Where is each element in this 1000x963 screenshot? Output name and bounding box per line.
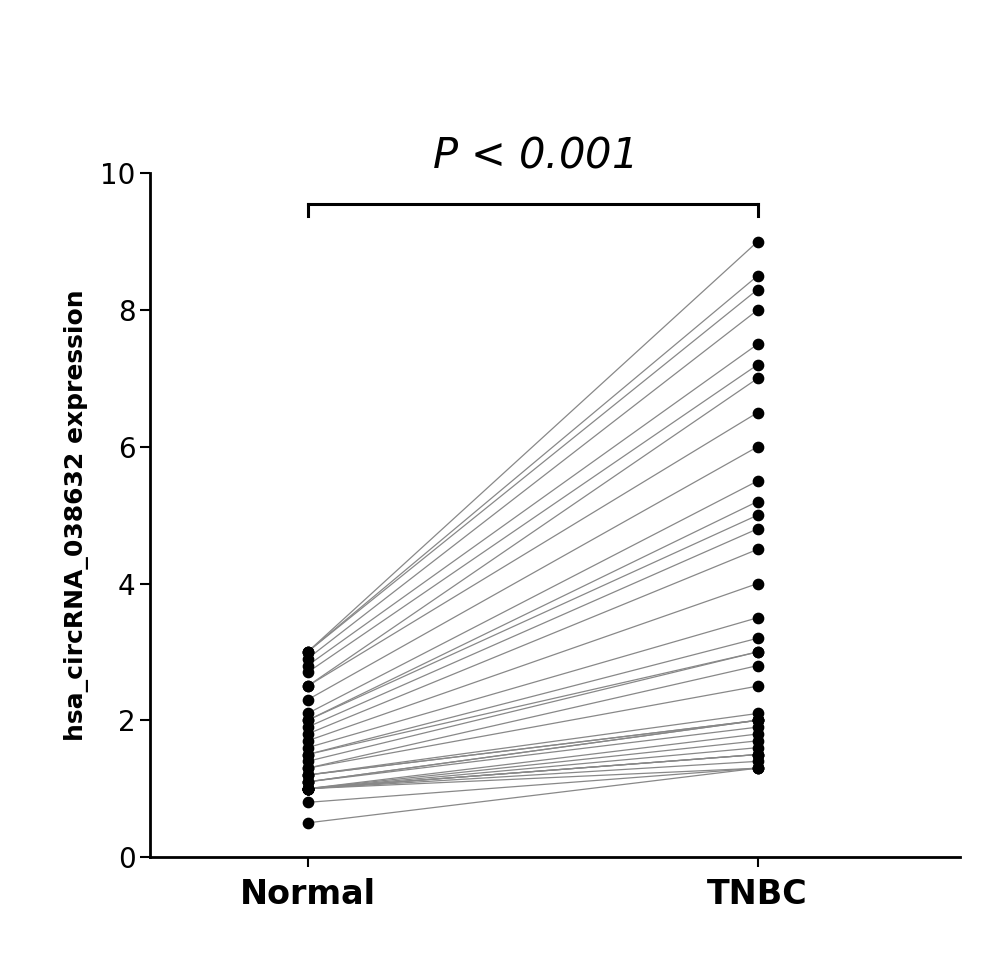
Point	[300, 754, 316, 769]
Point	[300, 644, 316, 660]
Point	[300, 781, 316, 796]
Y-axis label: hsa_circRNA_038632 expression: hsa_circRNA_038632 expression	[64, 290, 89, 741]
Point	[300, 774, 316, 790]
Point	[750, 631, 766, 646]
Point	[750, 740, 766, 755]
Point	[750, 761, 766, 776]
Point	[300, 768, 316, 783]
Point	[750, 713, 766, 728]
Text: $\mathit{P}$ < 0.001: $\mathit{P}$ < 0.001	[432, 135, 633, 177]
Point	[750, 726, 766, 742]
Point	[750, 733, 766, 748]
Point	[300, 815, 316, 830]
Point	[750, 541, 766, 557]
Point	[300, 726, 316, 742]
Point	[750, 508, 766, 523]
Point	[300, 678, 316, 693]
Point	[300, 713, 316, 728]
Point	[300, 658, 316, 673]
Point	[750, 234, 766, 249]
Point	[750, 747, 766, 763]
Point	[300, 644, 316, 660]
Point	[750, 336, 766, 351]
Point	[300, 719, 316, 735]
Point	[300, 706, 316, 721]
Point	[300, 768, 316, 783]
Point	[750, 747, 766, 763]
Point	[750, 713, 766, 728]
Point	[750, 713, 766, 728]
Point	[300, 794, 316, 810]
Point	[750, 521, 766, 536]
Point	[300, 713, 316, 728]
Point	[750, 713, 766, 728]
Point	[750, 644, 766, 660]
Point	[750, 658, 766, 673]
Point	[300, 761, 316, 776]
Point	[300, 747, 316, 763]
Point	[300, 768, 316, 783]
Point	[300, 774, 316, 790]
Point	[750, 706, 766, 721]
Point	[300, 740, 316, 755]
Point	[300, 733, 316, 748]
Point	[750, 371, 766, 386]
Point	[300, 781, 316, 796]
Point	[750, 754, 766, 769]
Point	[750, 761, 766, 776]
Point	[750, 404, 766, 420]
Point	[750, 357, 766, 373]
Point	[300, 781, 316, 796]
Point	[750, 761, 766, 776]
Point	[750, 302, 766, 318]
Point	[750, 282, 766, 298]
Point	[750, 439, 766, 455]
Point	[750, 268, 766, 283]
Point	[300, 781, 316, 796]
Point	[750, 611, 766, 626]
Point	[750, 576, 766, 591]
Point	[750, 747, 766, 763]
Point	[750, 678, 766, 693]
Point	[300, 781, 316, 796]
Point	[300, 761, 316, 776]
Point	[300, 781, 316, 796]
Point	[300, 644, 316, 660]
Point	[300, 747, 316, 763]
Point	[300, 664, 316, 680]
Point	[750, 644, 766, 660]
Point	[750, 494, 766, 509]
Point	[300, 692, 316, 708]
Point	[300, 774, 316, 790]
Point	[300, 781, 316, 796]
Point	[300, 781, 316, 796]
Point	[750, 473, 766, 488]
Point	[300, 651, 316, 666]
Point	[750, 719, 766, 735]
Point	[300, 678, 316, 693]
